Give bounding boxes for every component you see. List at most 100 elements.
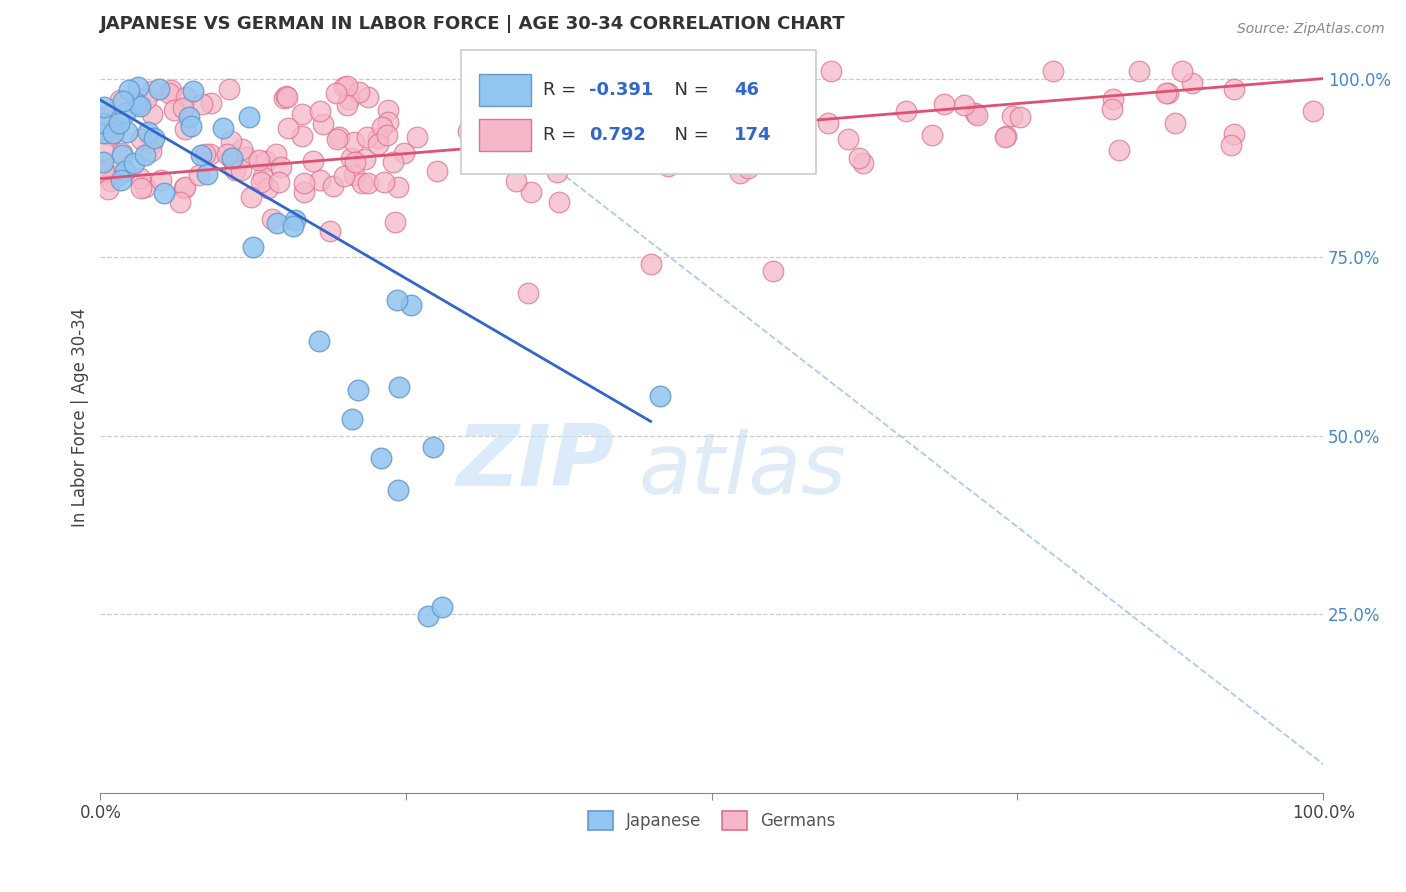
Point <box>221 151 243 165</box>
Point <box>292 186 315 200</box>
Text: ZIP: ZIP <box>457 421 614 504</box>
Point <box>340 151 363 165</box>
Point <box>105 169 128 183</box>
Point <box>1223 127 1246 141</box>
Point <box>426 164 449 178</box>
Point <box>302 153 325 168</box>
Point <box>707 149 730 163</box>
Point <box>387 483 409 497</box>
Point <box>200 96 222 111</box>
Point <box>163 103 186 117</box>
Point <box>541 109 564 123</box>
Point <box>93 126 115 140</box>
Point <box>134 180 156 194</box>
Text: Source: ZipAtlas.com: Source: ZipAtlas.com <box>1237 22 1385 37</box>
Point <box>377 114 399 128</box>
Point <box>122 156 145 170</box>
Point <box>1010 111 1032 125</box>
Point <box>344 154 367 169</box>
Point <box>131 132 153 146</box>
Point <box>422 440 444 454</box>
FancyBboxPatch shape <box>461 50 815 174</box>
Point <box>357 176 380 190</box>
Point <box>734 104 756 119</box>
Point <box>387 293 409 308</box>
Point <box>585 144 607 158</box>
Point <box>328 129 350 144</box>
Point <box>373 175 395 189</box>
Point <box>1001 109 1024 123</box>
Point <box>277 120 299 135</box>
Point <box>128 80 150 95</box>
Point <box>100 128 122 142</box>
Point <box>1101 91 1123 105</box>
Point <box>953 98 976 112</box>
Point <box>720 94 742 108</box>
Point <box>384 215 406 229</box>
Point <box>678 156 700 170</box>
Point <box>174 180 197 194</box>
Point <box>347 383 370 397</box>
Point <box>515 153 537 167</box>
Point <box>1220 138 1243 153</box>
Point <box>486 136 509 151</box>
Point <box>347 86 370 100</box>
Text: atlas: atlas <box>638 429 846 512</box>
Point <box>91 155 114 169</box>
Point <box>336 78 359 93</box>
Point <box>399 298 422 312</box>
Point <box>254 153 277 168</box>
Point <box>103 126 125 140</box>
Point <box>309 104 332 119</box>
Point <box>367 131 389 145</box>
Point <box>1171 64 1194 78</box>
Point <box>337 92 360 106</box>
Point <box>249 153 271 168</box>
Point <box>468 138 491 153</box>
Point <box>91 160 114 174</box>
Text: -0.391: -0.391 <box>589 81 654 99</box>
Point <box>249 175 271 189</box>
Point <box>966 108 988 122</box>
Text: 174: 174 <box>734 126 772 145</box>
Point <box>284 213 307 227</box>
Point <box>352 176 374 190</box>
Point <box>965 106 987 120</box>
Point <box>219 151 242 165</box>
Point <box>519 185 541 199</box>
Text: JAPANESE VS GERMAN IN LABOR FORCE | AGE 30-34 CORRELATION CHART: JAPANESE VS GERMAN IN LABOR FORCE | AGE … <box>100 15 846 33</box>
Point <box>181 84 204 98</box>
Point <box>356 129 378 144</box>
Point <box>322 179 344 194</box>
Point <box>336 97 359 112</box>
Y-axis label: In Labor Force | Age 30-34: In Labor Force | Age 30-34 <box>72 308 89 527</box>
Point <box>610 120 633 134</box>
Point <box>148 82 170 96</box>
Point <box>269 176 291 190</box>
Point <box>188 169 211 183</box>
FancyBboxPatch shape <box>479 74 531 106</box>
Point <box>581 146 603 161</box>
Text: R =: R = <box>543 81 582 99</box>
Point <box>264 147 287 161</box>
Point <box>852 155 875 169</box>
Point <box>381 154 404 169</box>
Point <box>703 103 725 118</box>
Point <box>657 159 679 173</box>
Point <box>728 166 751 180</box>
Point <box>97 182 120 196</box>
Point <box>242 240 264 254</box>
Point <box>114 164 136 178</box>
Point <box>721 128 744 142</box>
Point <box>291 129 314 144</box>
Point <box>319 224 342 238</box>
Point <box>837 132 859 146</box>
Point <box>457 124 479 138</box>
Text: 46: 46 <box>734 81 759 99</box>
Point <box>235 150 257 164</box>
Point <box>291 107 314 121</box>
Point <box>1128 64 1150 78</box>
Point <box>534 91 557 105</box>
Point <box>172 101 194 115</box>
Point <box>292 176 315 190</box>
